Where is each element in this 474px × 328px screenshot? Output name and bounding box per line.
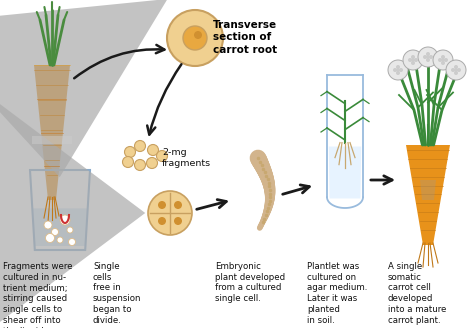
Circle shape	[194, 31, 202, 39]
Polygon shape	[32, 136, 72, 144]
Text: A single
somatic
carrot cell
developed
into a mature
carrot plant.: A single somatic carrot cell developed i…	[388, 262, 447, 325]
Circle shape	[408, 58, 412, 62]
Text: Fragments were
cultured in nu-
trient medium;
stirring caused
single cells to
sh: Fragments were cultured in nu- trient me…	[3, 262, 73, 328]
Text: Plantlet was
cultured on
agar medium.
Later it was
planted
in soil.: Plantlet was cultured on agar medium. La…	[307, 262, 367, 325]
Circle shape	[454, 65, 458, 69]
Polygon shape	[420, 180, 436, 200]
Circle shape	[125, 147, 136, 157]
Circle shape	[403, 50, 423, 70]
Text: Single
cells
free in
suspension
began to
divide.: Single cells free in suspension began to…	[93, 262, 142, 325]
Circle shape	[146, 157, 157, 169]
Circle shape	[414, 58, 418, 62]
Circle shape	[393, 68, 397, 72]
Polygon shape	[329, 147, 361, 198]
Text: Transverse
section of
carrot root: Transverse section of carrot root	[213, 20, 277, 55]
Circle shape	[426, 58, 430, 62]
Circle shape	[423, 55, 427, 59]
Circle shape	[183, 26, 207, 50]
Circle shape	[454, 68, 458, 72]
Circle shape	[399, 68, 403, 72]
Circle shape	[446, 60, 466, 80]
Circle shape	[174, 201, 182, 209]
Circle shape	[396, 65, 400, 69]
Circle shape	[438, 58, 442, 62]
Circle shape	[46, 234, 55, 242]
Circle shape	[174, 217, 182, 225]
Circle shape	[396, 71, 400, 75]
Text: 2-mg
fragments: 2-mg fragments	[162, 148, 211, 168]
Circle shape	[411, 55, 415, 59]
Circle shape	[441, 58, 445, 62]
Circle shape	[444, 58, 448, 62]
Circle shape	[451, 68, 455, 72]
Circle shape	[158, 217, 166, 225]
Circle shape	[69, 238, 75, 245]
Circle shape	[135, 140, 146, 152]
Text: Embryonic
plant developed
from a cultured
single cell.: Embryonic plant developed from a culture…	[215, 262, 285, 303]
Circle shape	[411, 61, 415, 65]
Circle shape	[441, 55, 445, 59]
Circle shape	[122, 156, 134, 168]
Circle shape	[57, 237, 63, 243]
Circle shape	[148, 191, 192, 235]
Circle shape	[418, 47, 438, 67]
Circle shape	[44, 221, 52, 229]
Polygon shape	[33, 208, 87, 246]
Circle shape	[388, 60, 408, 80]
Circle shape	[67, 227, 73, 233]
Circle shape	[147, 145, 158, 155]
Circle shape	[426, 55, 430, 59]
Circle shape	[411, 58, 415, 62]
Circle shape	[426, 52, 430, 56]
Polygon shape	[406, 145, 450, 245]
Circle shape	[433, 50, 453, 70]
Circle shape	[457, 68, 461, 72]
Circle shape	[52, 229, 58, 236]
Circle shape	[60, 215, 70, 225]
Circle shape	[167, 10, 223, 66]
Circle shape	[429, 55, 433, 59]
Circle shape	[396, 68, 400, 72]
Circle shape	[441, 61, 445, 65]
Polygon shape	[34, 65, 70, 200]
Circle shape	[135, 159, 146, 171]
Circle shape	[158, 201, 166, 209]
Circle shape	[454, 71, 458, 75]
Circle shape	[156, 151, 167, 161]
